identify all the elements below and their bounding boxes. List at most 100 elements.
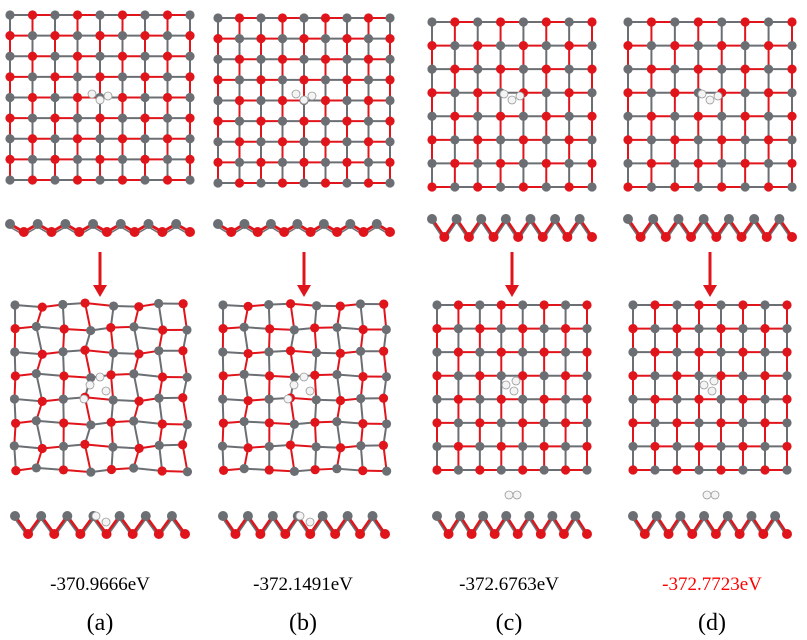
metal-atom <box>519 17 528 26</box>
oxygen-atom <box>59 371 68 380</box>
metal-atom <box>109 348 118 357</box>
metal-atom <box>623 214 633 224</box>
oxygen-atom <box>686 232 696 242</box>
metal-atom <box>256 55 265 64</box>
oxygen-atom <box>118 175 127 184</box>
oxygen-atom <box>454 442 463 451</box>
metal-atom <box>321 75 330 84</box>
metal-atom <box>183 420 192 429</box>
oxygen-atom <box>640 529 650 539</box>
hydrogen-atom <box>505 491 513 499</box>
oxygen-atom <box>672 465 681 474</box>
oxygen-atom <box>782 300 791 309</box>
oxygen-atom <box>694 348 703 357</box>
metal-atom <box>741 135 750 144</box>
metal-atom <box>582 418 591 427</box>
metal-atom <box>154 346 163 355</box>
metal-atom <box>478 511 488 521</box>
metal-atom <box>154 393 163 402</box>
metal-atom <box>95 175 104 184</box>
metal-atom <box>670 112 679 121</box>
oxygen-atom <box>454 395 463 404</box>
metal-atom <box>115 511 125 521</box>
oxygen-atom <box>764 135 773 144</box>
oxygen-atom <box>427 41 436 50</box>
metal-atom <box>10 511 20 521</box>
metal-atom <box>738 418 747 427</box>
oxygen-atom <box>244 443 253 452</box>
oxygen-atom <box>256 158 265 167</box>
oxygen-atom <box>587 65 596 74</box>
oxygen-atom <box>38 302 47 311</box>
metal-atom <box>33 219 43 229</box>
panel-label: (b) <box>289 610 317 636</box>
metal-atom <box>28 155 37 164</box>
oxygen-atom <box>650 442 659 451</box>
metal-atom <box>264 300 273 309</box>
energy: -370.9666eV <box>50 574 150 595</box>
oxygen-atom <box>342 75 351 84</box>
metal-atom <box>385 13 394 22</box>
oxygen-atom <box>342 117 351 126</box>
metal-atom <box>141 511 151 521</box>
metal-atom <box>454 324 463 333</box>
oxygen-atom <box>310 371 319 380</box>
oxygen-atom <box>762 232 772 242</box>
structures <box>5 10 797 539</box>
metal-atom <box>764 159 773 168</box>
oxygen-atom <box>118 10 127 19</box>
metal-atom <box>741 88 750 97</box>
metal-atom <box>787 182 796 191</box>
oxygen-atom <box>582 442 591 451</box>
metal-atom <box>50 93 59 102</box>
metal-atom <box>185 175 194 184</box>
oxygen-atom <box>561 324 570 333</box>
hydrogen-atom <box>502 381 510 389</box>
metal-atom <box>382 372 391 381</box>
oxygen-atom <box>565 182 574 191</box>
oxygen-atom <box>321 137 330 146</box>
metal-atom <box>738 371 747 380</box>
metal-atom <box>723 511 733 521</box>
oxygen-atom <box>38 397 47 406</box>
metal-atom <box>5 52 14 61</box>
oxygen-atom <box>787 159 796 168</box>
oxygen-atom <box>385 117 394 126</box>
hydrogen-atom <box>86 381 94 389</box>
metal-atom <box>427 214 437 224</box>
metal-atom <box>5 219 15 229</box>
oxygen-atom <box>427 135 436 144</box>
oxygen-atom <box>518 324 527 333</box>
oxygen-atom <box>278 55 287 64</box>
metal-atom <box>213 55 222 64</box>
metal-atom <box>385 96 394 105</box>
metal-atom <box>182 325 191 334</box>
metal-atom <box>256 137 265 146</box>
arrow-head <box>505 285 519 297</box>
oxygen-atom <box>628 465 637 474</box>
metal-atom <box>266 219 276 229</box>
metal-atom <box>570 511 580 521</box>
metal-atom <box>473 112 482 121</box>
metal-atom <box>321 117 330 126</box>
metal-atom <box>518 442 527 451</box>
oxygen-atom <box>158 325 167 334</box>
oxygen-atom <box>741 65 750 74</box>
oxygen-atom <box>559 529 569 539</box>
metal-atom <box>36 511 46 521</box>
metal-atom <box>32 416 41 425</box>
metal-atom <box>628 511 638 521</box>
oxygen-atom <box>540 395 549 404</box>
arrow-head <box>93 285 107 297</box>
metal-atom <box>292 219 302 229</box>
panel-label: (d) <box>698 610 726 636</box>
metal-atom <box>5 10 14 19</box>
hydrogen-atom <box>96 373 104 381</box>
oxygen-atom <box>670 41 679 50</box>
metal-atom <box>540 371 549 380</box>
oxygen-atom <box>475 324 484 333</box>
metal-atom <box>496 182 505 191</box>
oxygen-atom <box>38 444 47 453</box>
metal-atom <box>332 370 341 379</box>
oxygen-atom <box>694 17 703 26</box>
